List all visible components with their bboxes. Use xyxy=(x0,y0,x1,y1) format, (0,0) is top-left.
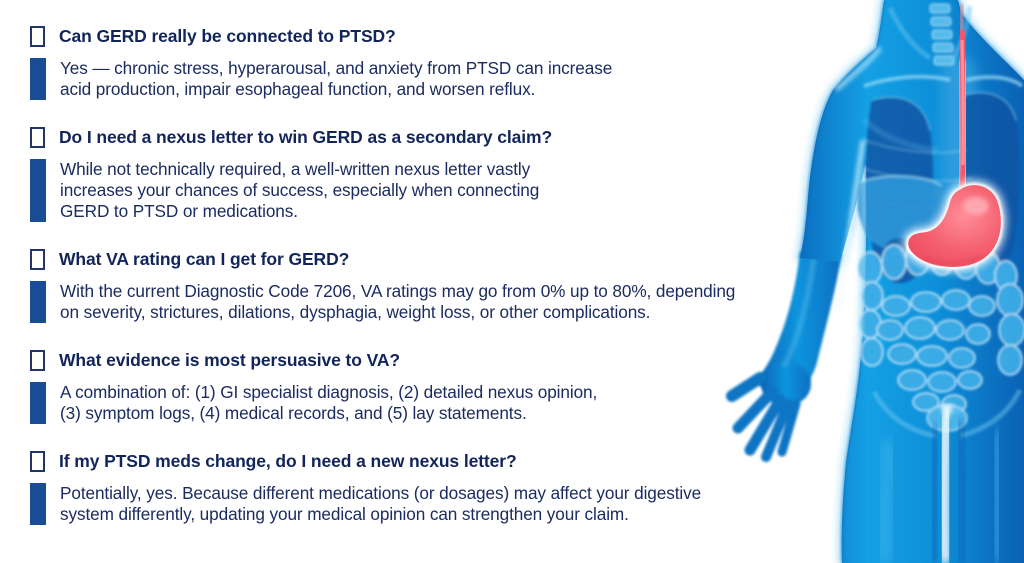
answer-bar-icon xyxy=(30,159,46,222)
faq-answer-row: A combination of: (1) GI specialist diag… xyxy=(30,382,830,424)
question-checkbox-icon xyxy=(30,26,45,47)
clavicles xyxy=(863,74,1024,88)
faq-answer-row: While not technically required, a well-w… xyxy=(30,159,830,222)
faq-question-row: If my PTSD meds change, do I need a new … xyxy=(30,451,830,472)
faq-item: What VA rating can I get for GERD? With … xyxy=(30,249,830,323)
fingers xyxy=(726,372,801,462)
faq-answer-row: Potentially, yes. Because different medi… xyxy=(30,483,830,525)
faq-question-row: Do I need a nexus letter to win GERD as … xyxy=(30,127,830,148)
question-checkbox-icon xyxy=(30,451,45,472)
stomach-highlight xyxy=(902,179,1007,273)
question-checkbox-icon xyxy=(30,350,45,371)
faq-answer: Yes — chronic stress, hyperarousal, and … xyxy=(60,58,613,99)
faq-answer: A combination of: (1) GI specialist diag… xyxy=(60,382,598,423)
question-checkbox-icon xyxy=(30,249,45,270)
question-checkbox-icon xyxy=(30,127,45,148)
esophagus-highlight xyxy=(954,3,971,195)
faq-item: What evidence is most persuasive to VA? … xyxy=(30,350,830,424)
faq-question: What VA rating can I get for GERD? xyxy=(59,249,350,269)
faq-question-row: What VA rating can I get for GERD? xyxy=(30,249,830,270)
faq-item: Do I need a nexus letter to win GERD as … xyxy=(30,127,830,222)
faq-answer: While not technically required, a well-w… xyxy=(60,159,540,221)
faq-question-row: Can GERD really be connected to PTSD? xyxy=(30,26,830,47)
faq-answer-row: With the current Diagnostic Code 7206, V… xyxy=(30,281,830,323)
faq-list: Can GERD really be connected to PTSD? Ye… xyxy=(30,26,830,552)
arm-and-hand xyxy=(726,252,842,462)
faq-answer: With the current Diagnostic Code 7206, V… xyxy=(60,281,736,322)
faq-item: Can GERD really be connected to PTSD? Ye… xyxy=(30,26,830,100)
faq-question: If my PTSD meds change, do I need a new … xyxy=(59,451,517,471)
xray-body-illustration xyxy=(726,0,1024,563)
answer-bar-icon xyxy=(30,483,46,525)
faq-question: What evidence is most persuasive to VA? xyxy=(59,350,401,370)
neck-spine xyxy=(929,3,955,66)
faq-question: Do I need a nexus letter to win GERD as … xyxy=(59,127,553,147)
body-highlights xyxy=(834,46,1006,563)
answer-bar-icon xyxy=(30,58,46,100)
answer-bar-icon xyxy=(30,281,46,323)
faq-item: If my PTSD meds change, do I need a new … xyxy=(30,451,830,525)
faq-question: Can GERD really be connected to PTSD? xyxy=(59,26,396,46)
answer-bar-icon xyxy=(30,382,46,424)
faq-answer-row: Yes — chronic stress, hyperarousal, and … xyxy=(30,58,830,100)
faq-answer: Potentially, yes. Because different medi… xyxy=(60,483,702,524)
faq-question-row: What evidence is most persuasive to VA? xyxy=(30,350,830,371)
hip-bones xyxy=(871,388,1023,439)
